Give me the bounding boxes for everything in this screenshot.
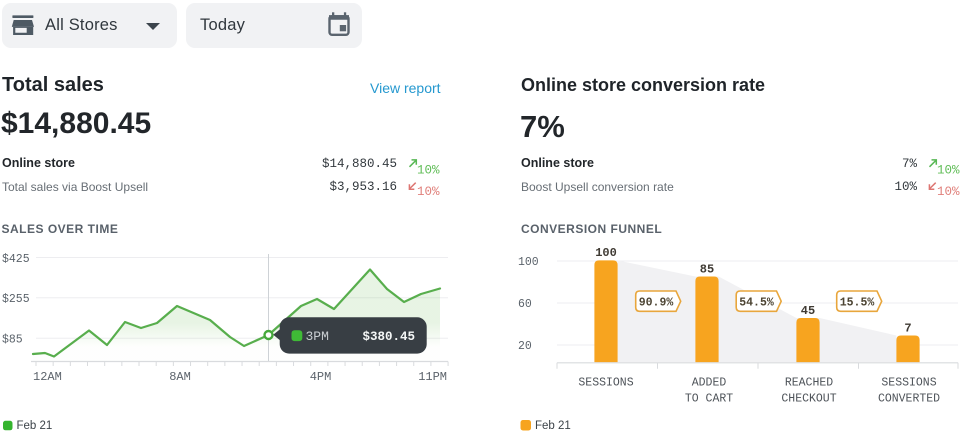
svg-text:$380.45: $380.45 — [362, 330, 415, 344]
svg-text:SESSIONS: SESSIONS — [578, 377, 633, 390]
svg-text:54.5%: 54.5% — [739, 296, 774, 309]
svg-text:$425: $425 — [2, 253, 30, 266]
svg-text:10%: 10% — [417, 163, 440, 177]
svg-text:Feb 21: Feb 21 — [17, 420, 53, 431]
svg-text:8AM: 8AM — [169, 370, 191, 384]
svg-text:Feb 21: Feb 21 — [535, 420, 571, 431]
svg-text:10%: 10% — [937, 185, 960, 199]
svg-text:4PM: 4PM — [310, 370, 332, 384]
svg-text:45: 45 — [801, 304, 815, 318]
svg-text:85: 85 — [700, 263, 714, 277]
svg-text:60: 60 — [518, 298, 532, 311]
svg-text:CHECKOUT: CHECKOUT — [781, 393, 836, 406]
svg-text:$85: $85 — [2, 334, 23, 347]
svg-text:100: 100 — [518, 256, 539, 269]
svg-text:20: 20 — [518, 340, 532, 353]
svg-text:100: 100 — [595, 246, 617, 260]
svg-text:ADDED: ADDED — [692, 377, 727, 390]
svg-text:TO CART: TO CART — [685, 393, 733, 406]
svg-text:10%: 10% — [937, 163, 960, 177]
svg-text:10%: 10% — [417, 185, 440, 199]
svg-text:CONVERTED: CONVERTED — [878, 393, 940, 406]
svg-text:15.5%: 15.5% — [840, 296, 875, 309]
svg-text:11PM: 11PM — [418, 370, 447, 384]
svg-text:REACHED: REACHED — [785, 377, 833, 390]
svg-text:3PM: 3PM — [306, 329, 329, 344]
svg-text:SESSIONS: SESSIONS — [881, 377, 936, 390]
svg-text:$255: $255 — [2, 293, 30, 306]
svg-text:7: 7 — [904, 322, 911, 336]
svg-text:12AM: 12AM — [33, 370, 62, 384]
svg-text:90.9%: 90.9% — [639, 296, 674, 309]
